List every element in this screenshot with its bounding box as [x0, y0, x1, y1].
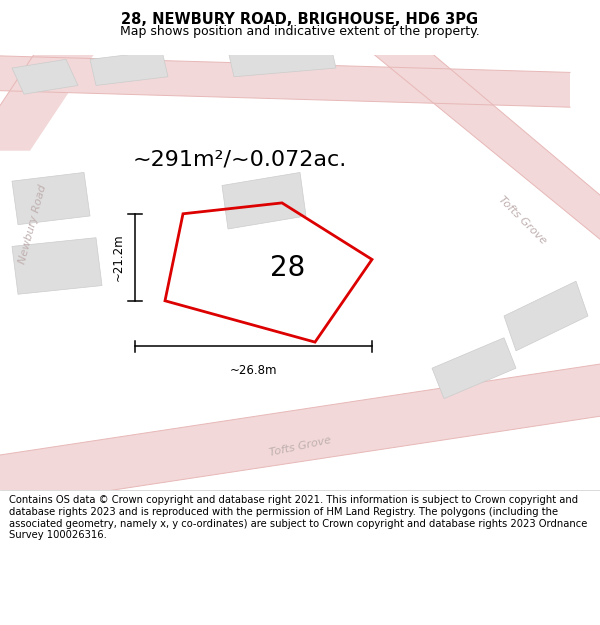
- Text: Newbury Road: Newbury Road: [17, 184, 49, 266]
- Polygon shape: [222, 173, 306, 229]
- Polygon shape: [12, 59, 78, 94]
- Polygon shape: [90, 51, 168, 86]
- Polygon shape: [12, 238, 102, 294]
- Polygon shape: [12, 173, 90, 224]
- Text: ~26.8m: ~26.8m: [230, 364, 277, 377]
- Polygon shape: [432, 338, 516, 399]
- Text: ~291m²/~0.072ac.: ~291m²/~0.072ac.: [133, 149, 347, 169]
- Polygon shape: [0, 55, 570, 108]
- Polygon shape: [0, 359, 600, 512]
- Polygon shape: [348, 33, 600, 264]
- Text: Tofts Grove: Tofts Grove: [268, 435, 332, 458]
- Polygon shape: [0, 33, 108, 151]
- Text: ~21.2m: ~21.2m: [112, 234, 125, 281]
- Text: Tofts Grove: Tofts Grove: [496, 194, 548, 246]
- Text: 28: 28: [270, 254, 305, 282]
- Text: Map shows position and indicative extent of the property.: Map shows position and indicative extent…: [120, 26, 480, 39]
- Text: Contains OS data © Crown copyright and database right 2021. This information is : Contains OS data © Crown copyright and d…: [9, 496, 587, 540]
- Text: 28, NEWBURY ROAD, BRIGHOUSE, HD6 3PG: 28, NEWBURY ROAD, BRIGHOUSE, HD6 3PG: [121, 12, 479, 27]
- Polygon shape: [504, 281, 588, 351]
- Polygon shape: [228, 42, 336, 77]
